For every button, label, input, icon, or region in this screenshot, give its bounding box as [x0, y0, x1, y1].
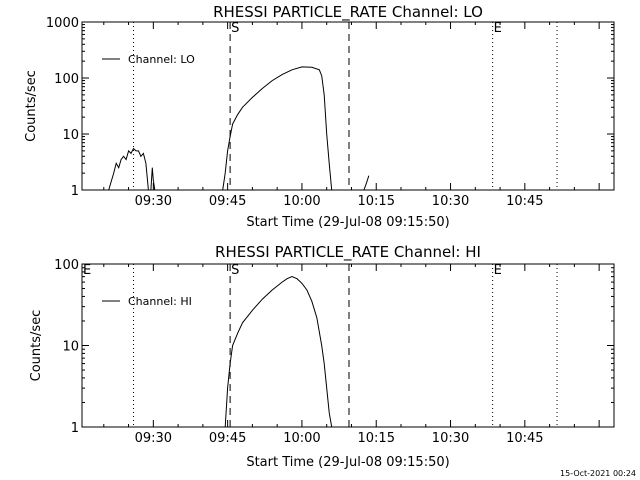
x-tick-label: 10:30 — [432, 431, 469, 446]
x-tick-label: 10:00 — [283, 431, 320, 446]
legend-label: Channel: LO — [128, 53, 195, 66]
x-tick-label: 10:30 — [432, 194, 469, 209]
series-line — [222, 66, 333, 191]
marker-label: E — [494, 21, 502, 36]
chart-title: RHESSI PARTICLE_RATE Channel: LO — [213, 3, 483, 22]
x-tick-label: 09:45 — [209, 194, 246, 209]
y-tick-label: 10 — [62, 340, 79, 355]
y-tick-label: 100 — [54, 258, 79, 273]
x-axis-label: Start Time (29-Jul-08 09:15:50) — [246, 215, 449, 230]
marker-label: S — [231, 21, 239, 36]
series-line — [150, 167, 156, 191]
x-tick-label: 10:45 — [506, 194, 543, 209]
x-tick-label: 10:15 — [358, 431, 395, 446]
y-tick-label: 1 — [71, 184, 79, 199]
x-tick-label: 09:45 — [209, 431, 246, 446]
y-tick-label: 100 — [54, 72, 79, 87]
y-tick-label: 1000 — [46, 16, 79, 31]
panel-channel-lo: RHESSI PARTICLE_RATE Channel: LO 1 10 100 10… — [24, 3, 615, 230]
y-axis-label: Counts/sec — [29, 310, 44, 382]
y-tick-label: 1 — [71, 421, 79, 436]
x-tick-label: 10:15 — [358, 194, 395, 209]
marker-label: E — [83, 263, 91, 278]
x-tick-label: 10:45 — [506, 431, 543, 446]
series-line — [108, 147, 149, 191]
x-tick-label: 09:30 — [135, 431, 172, 446]
marker-label: E — [494, 263, 502, 278]
x-tick-label: 09:30 — [135, 194, 172, 209]
chart-title: RHESSI PARTICLE_RATE Channel: HI — [215, 243, 481, 262]
x-tick-label: 10:00 — [283, 194, 320, 209]
legend-label: Channel: HI — [128, 295, 192, 308]
panel-channel-hi: RHESSI PARTICLE_RATE Channel: HI 1 10 100 09… — [29, 243, 615, 470]
y-axis-label: Counts/sec — [24, 70, 39, 142]
series-line — [363, 175, 370, 191]
marker-label: S — [231, 263, 239, 278]
y-tick-label: 10 — [62, 128, 79, 143]
series-line — [224, 276, 333, 428]
plot-frame — [81, 263, 615, 428]
plot-frame — [81, 21, 615, 191]
x-axis-label: Start Time (29-Jul-08 09:15:50) — [246, 455, 449, 470]
footer-timestamp: 15-Oct-2021 00:24 — [560, 469, 636, 478]
